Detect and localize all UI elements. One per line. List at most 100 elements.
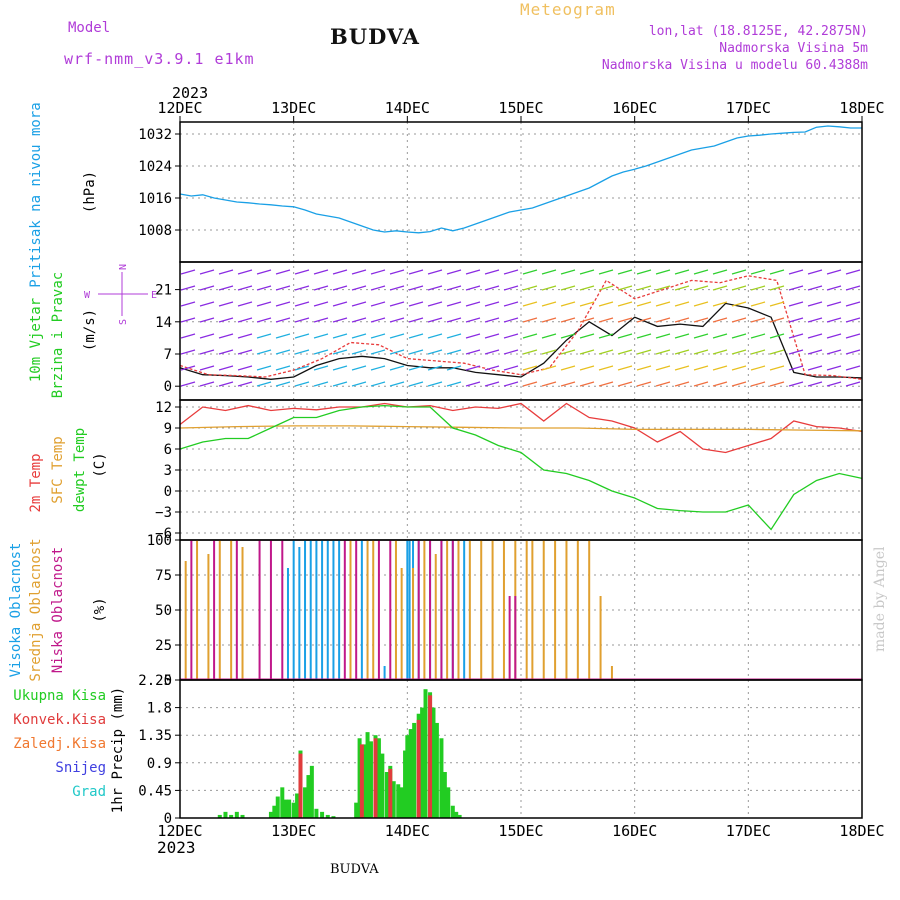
wind-arrow bbox=[636, 349, 652, 355]
wind-arrow bbox=[636, 381, 652, 387]
wind-arrow bbox=[256, 317, 272, 323]
wind-arrow bbox=[522, 285, 538, 291]
wind-arrow bbox=[541, 381, 557, 387]
precip-bar bbox=[229, 814, 234, 818]
cloud-bar bbox=[235, 540, 238, 680]
wind-arrow bbox=[750, 365, 766, 371]
precip-bar bbox=[291, 802, 296, 818]
wind-arrow bbox=[579, 301, 595, 307]
wind-arrow bbox=[408, 317, 424, 323]
cloud-tick-label: 75 bbox=[155, 568, 172, 584]
wind-arrow bbox=[617, 349, 633, 355]
cloud-bar bbox=[576, 540, 579, 680]
wind-arrow bbox=[484, 317, 500, 323]
precip-bar bbox=[268, 811, 273, 818]
precip-bar bbox=[306, 775, 311, 818]
wind-arrow bbox=[788, 349, 804, 355]
wind-arrow bbox=[788, 365, 804, 371]
cloud-bar bbox=[184, 561, 187, 680]
pressure-ylabel: Pritisak na nivou mora bbox=[28, 102, 44, 287]
wind-arrow bbox=[655, 317, 671, 323]
wind-arrow bbox=[313, 349, 329, 355]
wind-arrow bbox=[788, 285, 804, 291]
wind-arrow bbox=[731, 301, 747, 307]
precip-bar bbox=[283, 799, 288, 818]
precip-bar bbox=[388, 768, 393, 818]
cloud-bar bbox=[389, 540, 392, 680]
wind-arrow bbox=[408, 365, 424, 371]
precip-bar bbox=[396, 784, 401, 818]
wind-arrow bbox=[769, 301, 785, 307]
wind-arrow bbox=[389, 349, 405, 355]
wind-arrow bbox=[484, 285, 500, 291]
wind-arrow bbox=[845, 349, 861, 355]
cloud-bar bbox=[298, 547, 301, 680]
cloud-bar bbox=[230, 540, 233, 680]
cloud-bar bbox=[343, 540, 346, 680]
wind-arrow bbox=[769, 269, 785, 275]
wind-arrow bbox=[218, 317, 234, 323]
wind-arrow bbox=[408, 349, 424, 355]
precip-ylabel: 1hr Precip (mm) bbox=[110, 687, 126, 813]
wind-arrow bbox=[788, 301, 804, 307]
wind-arrow bbox=[389, 365, 405, 371]
wind-arrow bbox=[788, 269, 804, 275]
pressure-unit: (hPa) bbox=[82, 171, 98, 213]
wind-arrow bbox=[712, 349, 728, 355]
wind-arrow bbox=[845, 333, 861, 339]
wind-arrow bbox=[712, 333, 728, 339]
cloud-bar bbox=[292, 540, 295, 680]
wind-arrow bbox=[617, 381, 633, 387]
wind-arrow bbox=[712, 285, 728, 291]
wind-arrow bbox=[807, 349, 823, 355]
cloud-bar bbox=[332, 540, 335, 680]
cloud-ylabel-low: Niska Oblacnost bbox=[50, 547, 66, 673]
wind-arrow bbox=[826, 365, 842, 371]
wind-arrow bbox=[484, 381, 500, 387]
wind-arrow bbox=[655, 381, 671, 387]
wind-arrow bbox=[807, 381, 823, 387]
compass-e: E bbox=[151, 290, 157, 301]
cloud-bar bbox=[321, 540, 324, 680]
wind-arrow bbox=[408, 381, 424, 387]
wind-arrow bbox=[351, 333, 367, 339]
wind-arrow bbox=[275, 285, 291, 291]
cloud-bar bbox=[304, 540, 307, 680]
wind-arrow bbox=[579, 381, 595, 387]
precip-bar bbox=[403, 750, 408, 818]
cloud-bar bbox=[207, 554, 210, 680]
wind-arrow bbox=[750, 317, 766, 323]
cloud-bar bbox=[508, 596, 511, 680]
precip-bar bbox=[234, 811, 239, 818]
wind-arrow bbox=[389, 381, 405, 387]
wind-arrow bbox=[370, 301, 386, 307]
cloud-bar bbox=[429, 540, 432, 680]
wind-arrow bbox=[712, 365, 728, 371]
temperature-tick-label: −3 bbox=[155, 505, 172, 521]
precip-bar bbox=[217, 814, 222, 818]
wind-arrow bbox=[256, 285, 272, 291]
wind-arrow bbox=[465, 333, 481, 339]
cloud-bar bbox=[377, 540, 380, 680]
wind-arrow bbox=[370, 269, 386, 275]
wind-arrow bbox=[313, 333, 329, 339]
precip-bar bbox=[320, 811, 325, 818]
wind-arrow bbox=[522, 349, 538, 355]
precip-bar bbox=[454, 811, 459, 818]
wind-arrow bbox=[237, 317, 253, 323]
wind-arrow bbox=[731, 381, 747, 387]
wind-arrow bbox=[237, 333, 253, 339]
wind-arrow bbox=[674, 365, 690, 371]
cloud-bar bbox=[408, 540, 411, 680]
wind-arrow bbox=[807, 317, 823, 323]
pressure-tick-label: 1024 bbox=[138, 159, 172, 175]
wind-arrow bbox=[560, 365, 576, 371]
wind-arrow bbox=[541, 349, 557, 355]
x-label-top: 15DEC bbox=[498, 99, 543, 117]
wind-arrow bbox=[389, 301, 405, 307]
wind-arrow bbox=[294, 381, 310, 387]
cloud-bar bbox=[588, 540, 591, 680]
precip-bar bbox=[373, 738, 378, 818]
wind-ylabel-1: 10m Vjetar bbox=[28, 298, 44, 382]
precip-tick-label: 2.25 bbox=[138, 673, 172, 689]
